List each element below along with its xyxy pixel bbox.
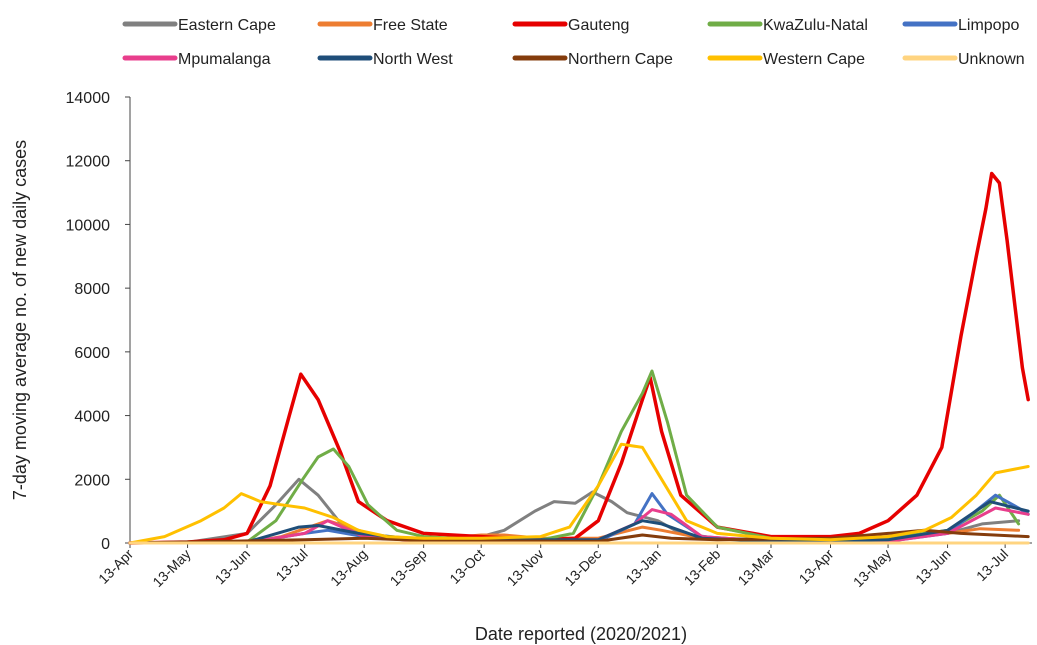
x-tick-label: 13-Sep bbox=[387, 546, 430, 589]
x-tick-label: 13-Nov bbox=[504, 546, 547, 589]
legend-label-northern-cape: Northern Cape bbox=[568, 51, 673, 68]
x-tick-label: 13-Jul bbox=[973, 546, 1011, 584]
legend-label-eastern-cape: Eastern Cape bbox=[178, 17, 276, 34]
x-tick-label: 13-Feb bbox=[681, 546, 724, 589]
y-tick-label: 10000 bbox=[66, 217, 111, 234]
x-tick-label: 13-Apr bbox=[796, 546, 837, 587]
y-tick-label: 14000 bbox=[66, 90, 111, 107]
x-tick-label: 13-May bbox=[149, 546, 193, 590]
x-tick-label: 13-Jun bbox=[212, 546, 254, 588]
legend-label-gauteng: Gauteng bbox=[568, 17, 629, 34]
x-axis: 13-Apr 13-May 13-Jun 13-Jul 13-Aug 13-Sep 13-O… bbox=[95, 542, 1032, 590]
x-tick-label: 13-Jun bbox=[912, 546, 954, 588]
y-tick-label: 0 bbox=[101, 536, 110, 553]
x-axis-title: Date reported (2020/2021) bbox=[475, 624, 687, 644]
x-tick-label: 13-Jul bbox=[272, 546, 310, 584]
series-line-north-west bbox=[128, 500, 1030, 545]
legend-label-north-west: North West bbox=[373, 51, 453, 68]
legend-label-mpumalanga: Mpumalanga bbox=[178, 51, 271, 68]
y-tick-label: 12000 bbox=[66, 154, 111, 171]
y-tick-label: 6000 bbox=[74, 345, 110, 362]
legend-label-kwazulu-natal: KwaZulu-Natal bbox=[763, 17, 868, 34]
y-tick-label: 8000 bbox=[74, 281, 110, 298]
series-line-western-cape bbox=[128, 442, 1030, 545]
x-tick-label: 13-Mar bbox=[734, 546, 777, 589]
y-axis-title: 7-day moving average no. of new daily ca… bbox=[10, 140, 30, 500]
x-tick-label: 13-Oct bbox=[446, 546, 487, 587]
series-line-gauteng bbox=[128, 171, 1030, 545]
x-tick-label: 13-Dec bbox=[561, 546, 604, 589]
x-tick-label: 13-Aug bbox=[327, 546, 370, 589]
legend: Eastern Cape Free State Gauteng KwaZulu-Nat… bbox=[122, 17, 1025, 68]
legend-label-limpopo: Limpopo bbox=[958, 17, 1019, 34]
y-tick-label: 2000 bbox=[74, 472, 110, 489]
series-layer bbox=[128, 171, 1030, 545]
legend-label-western-cape: Western Cape bbox=[763, 51, 865, 68]
x-tick-label: 13-Jan bbox=[622, 546, 664, 588]
y-axis: 0 2000 4000 6000 8000 10000 12000 14000 bbox=[66, 90, 131, 553]
legend-label-free-state: Free State bbox=[373, 17, 448, 34]
legend-label-unknown: Unknown bbox=[958, 51, 1025, 68]
y-tick-label: 4000 bbox=[74, 409, 110, 426]
x-tick-label: 13-May bbox=[850, 546, 894, 590]
